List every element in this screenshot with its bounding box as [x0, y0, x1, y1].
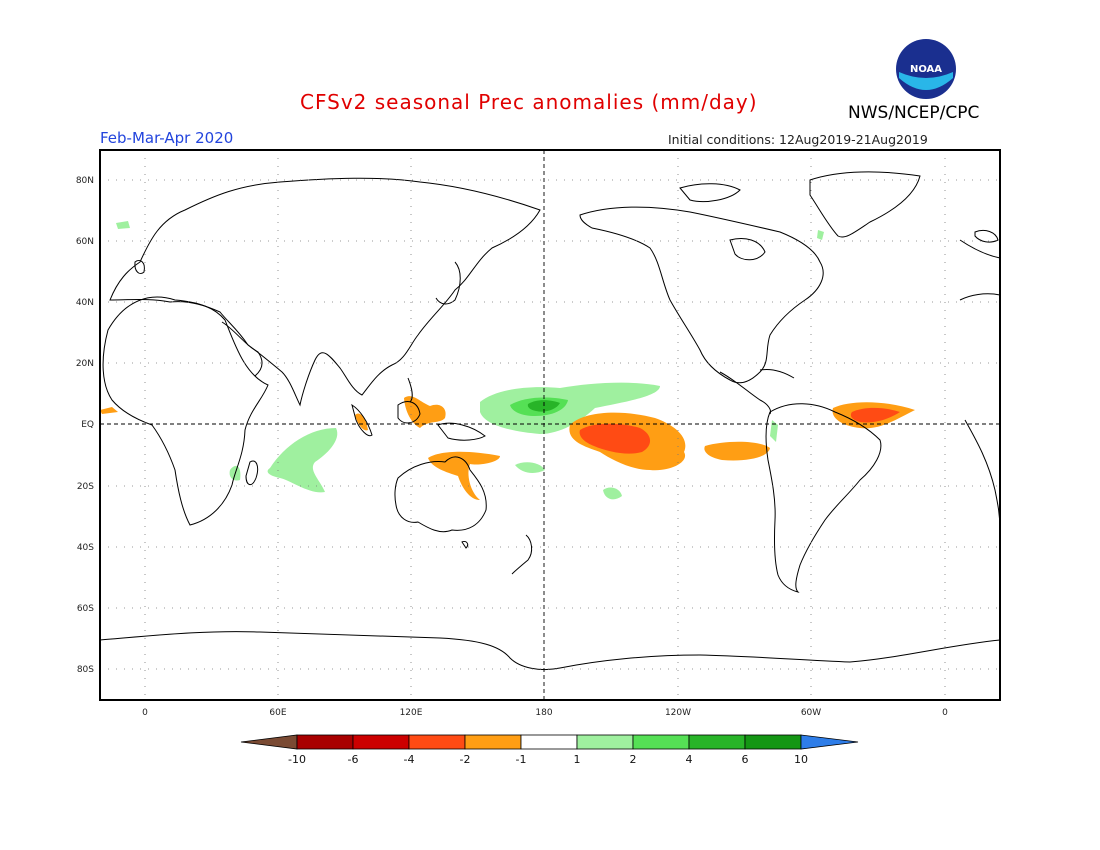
- colorbar-segment: [520, 734, 578, 750]
- initial-conditions: Initial conditions: 12Aug2019-21Aug2019: [668, 132, 928, 147]
- logo-text: NOAA: [910, 64, 942, 75]
- anomaly-positive-central-pacific: [480, 382, 660, 434]
- coastline-caribbean: [759, 369, 795, 379]
- anomaly-positive-amazon: [770, 420, 778, 442]
- colorbar-label: 6: [742, 753, 749, 766]
- lon-label: 180: [535, 708, 552, 718]
- coastline-iceland: [974, 229, 999, 243]
- lat-labels: 80N 60N 40N 20N EQ 20S 40S 60S 80S: [76, 176, 94, 675]
- colorbar-segment: [464, 734, 522, 750]
- lon-label: 0: [142, 708, 148, 718]
- coastline-greenland: [809, 171, 921, 238]
- anomaly-positive-north-atlantic: [116, 221, 130, 229]
- map-title: CFSv2 seasonal Prec anomalies (mm/day): [300, 90, 758, 114]
- lon-label: 60W: [801, 708, 821, 718]
- colorbar-segment: [352, 734, 410, 750]
- lat-label: 80N: [76, 176, 94, 186]
- coastline-africa-east: [964, 419, 1001, 531]
- anomaly-strong-negative-atlantic: [850, 407, 900, 423]
- lat-label: 20N: [76, 359, 94, 369]
- colorbar-label: -4: [404, 753, 415, 766]
- forecast-period: Feb-Mar-Apr 2020: [100, 129, 234, 147]
- coastline-antarctica: [99, 631, 1001, 671]
- noaa-logo-icon: NOAA: [896, 39, 956, 99]
- colorbar-segment: [688, 734, 746, 750]
- anomaly-negative-north-australia: [428, 451, 500, 500]
- coastline-new-zealand: [511, 534, 533, 575]
- colorbar-label: 2: [630, 753, 637, 766]
- lat-label: 40S: [77, 543, 94, 553]
- anomaly-positive-labrador: [817, 230, 824, 240]
- anomaly-positive-south-pacific: [515, 462, 545, 473]
- colorbar-label: -2: [460, 753, 471, 766]
- coastline-philippines: [407, 377, 413, 403]
- colorbar-label: 4: [686, 753, 693, 766]
- coastline-central-america: [719, 371, 771, 415]
- colorbar-segment: [744, 734, 802, 750]
- colorbar-label: 10: [794, 753, 808, 766]
- lat-label: 60N: [76, 237, 94, 247]
- coastline-hudson-bay: [729, 238, 766, 261]
- colorbar-label: -6: [348, 753, 359, 766]
- anomaly-fields: [100, 221, 915, 500]
- anomaly-positive-south-pacific-2: [603, 487, 622, 500]
- colorbar-segment: [408, 734, 466, 750]
- coastline-arctic-islands: [679, 183, 741, 203]
- lon-label: 120W: [665, 708, 691, 718]
- coastline-madagascar: [245, 460, 259, 485]
- lon-labels: 0 60E 120E 180 120W 60W 0: [142, 708, 948, 718]
- anomaly-positive-indian-ocean: [267, 428, 338, 493]
- coastline-new-guinea: [437, 422, 486, 441]
- colorbar-label: -1: [516, 753, 527, 766]
- coastlines: [99, 171, 1001, 671]
- coastline-uk: [134, 259, 145, 275]
- org-label: NWS/NCEP/CPC: [848, 103, 980, 123]
- colorbar-segment: [632, 734, 690, 750]
- coastline-eurasia: [109, 177, 541, 407]
- coastline-japan: [435, 261, 461, 305]
- coastline-tasmania: [461, 541, 469, 549]
- colorbar-segment: [296, 734, 354, 750]
- lat-label: 20S: [77, 482, 94, 492]
- colorbar-arrow-left: [240, 734, 298, 750]
- anomaly-strong-negative-east-pacific: [579, 423, 651, 454]
- lat-label: 80S: [77, 665, 94, 675]
- coastline-africa: [102, 296, 269, 526]
- lon-label: 0: [942, 708, 948, 718]
- coastline-europe-east: [959, 239, 1001, 259]
- coastline-sumatra: [351, 403, 373, 437]
- coastline-africa-north: [959, 293, 1001, 301]
- anomaly-negative-east-pacific-tail: [704, 441, 770, 461]
- anomaly-negative-maritime-continent: [404, 396, 446, 428]
- lat-label: EQ: [81, 420, 94, 430]
- colorbar-arrow-right: [800, 734, 859, 750]
- coastline-arabia: [221, 321, 263, 377]
- coastline-south-america: [765, 403, 882, 593]
- lon-label: 60E: [269, 708, 286, 718]
- colorbar: -10 -6 -4 -2 -1 1 2 4 6 10: [240, 734, 859, 766]
- coastline-north-america: [579, 206, 824, 384]
- colorbar-label: 1: [574, 753, 581, 766]
- anomaly-negative-sumatra: [355, 413, 368, 431]
- colorbar-segment: [576, 734, 634, 750]
- anomaly-negative-west-africa: [100, 407, 118, 414]
- coastline-borneo: [397, 401, 421, 424]
- lat-label: 60S: [77, 604, 94, 614]
- map-frame: [99, 149, 1001, 701]
- colorbar-label: -10: [288, 753, 306, 766]
- lat-label: 40N: [76, 298, 94, 308]
- coastline-australia: [394, 456, 487, 533]
- lon-label: 120E: [400, 708, 423, 718]
